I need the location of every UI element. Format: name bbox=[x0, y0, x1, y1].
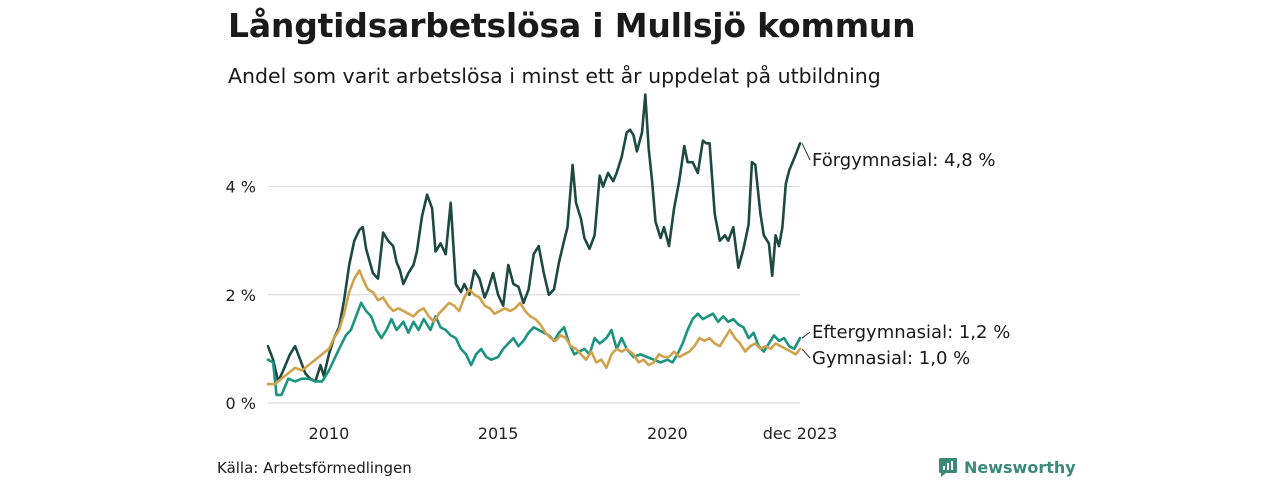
series-line-gymnasial bbox=[266, 269, 802, 386]
chart-title: Långtidsarbetslösa i Mullsjö kommun bbox=[228, 6, 916, 45]
y-axis-ticks: 0 % 2 % 4 % bbox=[226, 178, 256, 413]
x-axis-ticks: 2010 2015 2020 dec 2023 bbox=[309, 424, 838, 443]
brand-name: Newsworthy bbox=[964, 457, 1076, 477]
x-tick-label: 2010 bbox=[309, 424, 350, 443]
x-tick-label: 2015 bbox=[478, 424, 519, 443]
gridlines bbox=[268, 185, 800, 404]
y-tick-label: 2 % bbox=[226, 286, 256, 305]
newsworthy-icon bbox=[939, 457, 957, 477]
label-leader bbox=[801, 331, 811, 339]
label-leader bbox=[801, 143, 811, 161]
source-note: Källa: Arbetsförmedlingen bbox=[217, 459, 412, 477]
series-end-label: Eftergymnasial: 1,2 % bbox=[812, 322, 1010, 343]
chart-subtitle: Andel som varit arbetslösa i minst ett å… bbox=[228, 64, 881, 88]
series-end-labels: Förgymnasial: 4,8 % Eftergymnasial: 1,2 %… bbox=[801, 143, 1010, 369]
y-tick-label: 0 % bbox=[226, 394, 256, 413]
series-end-label: Förgymnasial: 4,8 % bbox=[812, 150, 996, 171]
label-leader bbox=[801, 348, 811, 359]
series-end-label: Gymnasial: 1,0 % bbox=[812, 348, 970, 369]
y-tick-label: 4 % bbox=[226, 178, 256, 197]
series-line-eftergymnasial bbox=[266, 301, 802, 397]
series-lines bbox=[266, 93, 802, 397]
series-line-förgymnasial bbox=[266, 93, 802, 383]
x-tick-label: 2020 bbox=[647, 424, 688, 443]
newsworthy-logo: Newsworthy bbox=[938, 456, 1076, 478]
x-tick-label: dec 2023 bbox=[763, 424, 838, 443]
